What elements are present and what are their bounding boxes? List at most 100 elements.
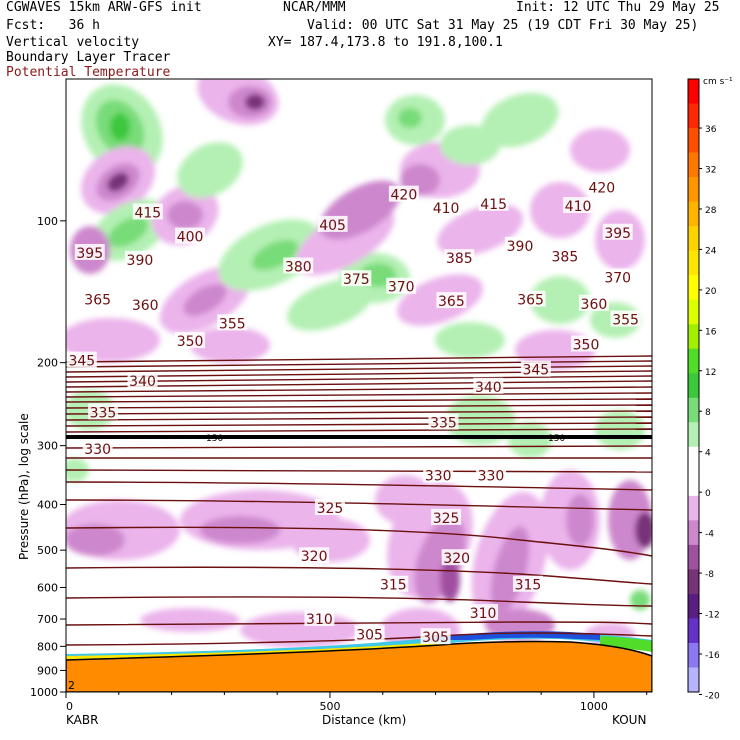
theta-label-bg (512, 575, 543, 592)
theta-label-325: 325 (317, 501, 344, 517)
theta-label-305: 305 (356, 627, 383, 643)
theta-label-325: 325 (433, 511, 460, 527)
theta-label-bg (428, 413, 459, 430)
theta-label-bg (520, 360, 551, 377)
theta-label-bg (130, 296, 161, 313)
theta-label-365: 365 (84, 293, 111, 309)
terrain (66, 640, 652, 692)
colorbar-label-20: 20 (705, 287, 717, 297)
colorbar-label-36: 36 (705, 125, 717, 135)
theta-label-bg (87, 403, 118, 420)
colorbar-label-4: 4 (705, 449, 711, 459)
theta-label-bg (283, 257, 314, 274)
theta-label-bg (475, 466, 506, 483)
theta-label-360: 360 (132, 298, 159, 314)
theta-label-320: 320 (443, 551, 470, 567)
model-title: CGWAVES 15km ARW-GFS init (6, 0, 202, 15)
theta-label-bg (354, 625, 385, 642)
x-axis: 0 500 1000 (65, 692, 648, 713)
y-tick-label-600: 600 (37, 581, 58, 594)
colorbar-label-0: 0 (705, 489, 711, 499)
theta-label-bg (578, 294, 609, 311)
theta-label-315: 315 (515, 578, 542, 594)
colorbar-swatch (688, 618, 699, 644)
org-label: NCAR/MMM (283, 0, 346, 15)
theta-label-bg (563, 196, 594, 213)
theta-label-bg (82, 290, 113, 307)
y-axis: 100 200 300 400 500 600 700 800 900 1000 (30, 215, 66, 699)
colorbar-swatch (688, 520, 699, 546)
theta-label-bg (124, 250, 155, 267)
theta-label-bg (66, 351, 97, 368)
colorbar-label-32: 32 (705, 165, 716, 175)
theta-label-415: 415 (134, 205, 161, 221)
theta-label-365: 365 (438, 294, 465, 310)
theta-label-345: 345 (68, 354, 95, 370)
colorbar-swatch (688, 446, 699, 472)
colorbar-swatch (688, 177, 699, 203)
colorbar-swatch (688, 397, 699, 423)
theta-label-400: 400 (177, 230, 204, 246)
colorbar-swatch (688, 79, 699, 105)
colorbar-label--12: -12 (705, 611, 720, 621)
colorbar-label-24: 24 (705, 246, 717, 256)
theta-label-bg (436, 292, 467, 309)
theta-label-bg (431, 508, 462, 525)
theta-label-bg (420, 628, 451, 645)
x-tick-label-1000: 1000 (580, 700, 608, 713)
theta-label-bg (586, 178, 617, 195)
colorbar-swatch (688, 275, 699, 301)
theta-label-365: 365 (517, 293, 544, 309)
colorbar-label-16: 16 (705, 327, 717, 337)
field-vertical-velocity: Vertical velocity (6, 35, 140, 50)
theta-label-330: 330 (478, 468, 505, 484)
field-boundary-layer-tracer: Boundary Layer Tracer (6, 50, 171, 65)
corner-label: 2 (68, 679, 75, 692)
colorbar-label--16: -16 (705, 651, 720, 661)
theta-label-bg (317, 215, 348, 232)
colorbar-swatch (688, 299, 699, 325)
theta-label-350: 350 (573, 337, 600, 353)
theta-label-420: 420 (391, 188, 418, 204)
x-axis-label: Distance (km) (322, 713, 406, 727)
colorbar-swatch (688, 569, 699, 595)
y-tick-label-300: 300 (37, 440, 58, 453)
colorbar-label-12: 12 (705, 368, 716, 378)
theta-label-345: 345 (522, 363, 549, 379)
theta-label-320: 320 (301, 549, 328, 565)
colorbar-frame (687, 78, 700, 693)
colorbar-swatch (688, 422, 699, 448)
theta-label-bg (386, 277, 417, 294)
theta-label-370: 370 (388, 280, 415, 296)
colorbar-units: cm s⁻¹ (703, 77, 733, 87)
forecast-hour: Fcst: 36 h (6, 18, 100, 33)
theta-contours (66, 355, 652, 646)
theta-label-420: 420 (588, 181, 615, 197)
theta-label-390: 390 (127, 253, 154, 269)
theta-label-bg (175, 227, 206, 244)
theta-label-385: 385 (552, 249, 579, 265)
theta-label-380: 380 (285, 259, 312, 275)
theta-label-bg (388, 185, 419, 202)
theta-label-310: 310 (306, 612, 333, 628)
plot-area: 150 150 420 420 415 415 410 410 405 400 395 395 39… (66, 79, 652, 692)
theta-label-bg (602, 268, 633, 285)
cross-section-endpoints: XY= 187.4,173.8 to 191.8,100.1 (268, 35, 503, 50)
theta-label-315: 315 (380, 578, 407, 594)
theta-label-395: 395 (76, 246, 103, 262)
theta-label-340: 340 (129, 374, 156, 390)
colorbar-swatch (688, 103, 699, 129)
theta-label-bg (341, 270, 372, 287)
x-tick-label-0: 0 (66, 700, 73, 713)
theta-label-bg (378, 575, 409, 592)
theta-label-415: 415 (480, 197, 507, 213)
y-tick-label-1000: 1000 (30, 686, 58, 699)
tropopause-marker-right: 150 (548, 434, 565, 444)
theta-label-bg (314, 499, 345, 516)
theta-label-bg (304, 610, 335, 627)
theta-label-bg (473, 377, 504, 394)
y-tick-label-500: 500 (37, 544, 58, 557)
theta-label-bg (127, 372, 158, 389)
theta-label-330: 330 (84, 442, 111, 458)
